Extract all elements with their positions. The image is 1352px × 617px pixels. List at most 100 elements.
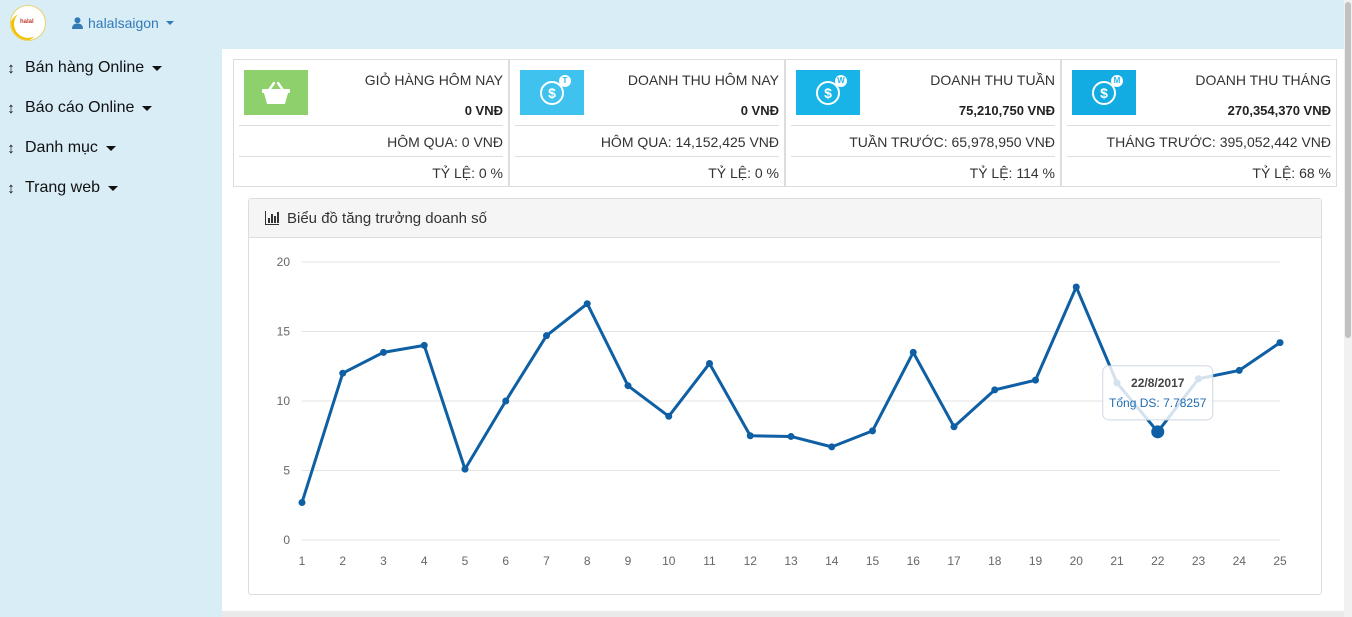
data-point — [1235, 366, 1243, 374]
vertical-resize-icon: ↕ — [7, 139, 15, 157]
y-tick-label: 15 — [277, 325, 291, 339]
data-point — [665, 412, 673, 420]
data-point — [787, 432, 795, 440]
stat-previous: HÔM QUA: 14,152,425 VNĐ — [600, 134, 779, 150]
stat-card-revenue-today: $ T DOANH THU HÔM NAY 0 VNĐ HÔM QUA: 14,1… — [509, 59, 785, 187]
stat-title: DOANH THU HÔM NAY — [627, 72, 779, 88]
stat-icon-box: $ W — [796, 70, 860, 115]
sales-chart-panel: Biểu đồ tăng trưởng doanh số 0 5 10 15 20 1 2 3… — [248, 198, 1322, 595]
x-tick-label: 1 — [299, 554, 306, 568]
x-tick-label: 13 — [784, 554, 798, 568]
chart-tooltip — [1102, 365, 1214, 421]
x-tick-label: 9 — [625, 554, 632, 568]
x-tick-label: 10 — [662, 554, 676, 568]
x-tick-label: 22 — [1151, 554, 1165, 568]
stat-card-revenue-month: $ M DOANH THU THÁNG 270,354,370 VNĐ THÁNG… — [1061, 59, 1337, 187]
logo[interactable]: halal — [10, 5, 46, 41]
data-point — [543, 332, 550, 340]
stat-title: DOANH THU THÁNG — [1195, 72, 1331, 88]
stat-previous: THÁNG TRƯỚC: 395,052,442 VNĐ — [1106, 134, 1331, 150]
stat-icon-box: $ T — [520, 70, 584, 115]
sidebar-item-ban-hang-online[interactable]: ↕ Bán hàng Online — [6, 59, 163, 77]
sidebar-item-bao-cao-online[interactable]: ↕ Báo cáo Online — [6, 99, 153, 117]
data-point — [420, 341, 428, 349]
data-point — [1276, 339, 1284, 347]
stat-card-revenue-week: $ W DOANH THU TUẦN 75,210,750 VNĐ TUẦN TR… — [785, 59, 1061, 187]
stat-icon-box — [244, 70, 308, 115]
stat-ratio: TỶ LỆ: 68 % — [1252, 165, 1331, 181]
stat-value: 75,210,750 VNĐ — [958, 103, 1055, 118]
x-tick-label: 6 — [502, 554, 509, 568]
username: halalsaigon — [88, 15, 159, 31]
y-tick-label: 5 — [283, 464, 290, 478]
data-point — [298, 498, 306, 506]
sidebar-item-label: Báo cáo Online — [25, 99, 135, 116]
chevron-down-icon — [142, 105, 153, 111]
x-tick-label: 8 — [584, 554, 591, 568]
x-tick-label: 24 — [1233, 554, 1247, 568]
x-tick-label: 5 — [462, 554, 469, 568]
stats-row: GIỎ HÀNG HÔM NAY 0 VNĐ HÔM QUA: 0 VNĐ TỶ… — [233, 59, 1337, 187]
basket-icon — [262, 81, 290, 104]
user-menu[interactable]: halalsaigon — [72, 15, 174, 31]
vertical-resize-icon: ↕ — [7, 99, 15, 117]
data-point — [746, 432, 754, 440]
data-point — [869, 427, 876, 435]
data-point — [624, 382, 632, 390]
x-tick-label: 23 — [1192, 554, 1206, 568]
stat-ratio: TỶ LỆ: 0 % — [432, 165, 503, 181]
data-point — [828, 443, 836, 451]
x-tick-label: 14 — [825, 554, 839, 568]
dollar-coin-icon: $ M — [1092, 74, 1123, 105]
sidebar-item-label: Bán hàng Online — [25, 59, 145, 76]
data-point — [909, 348, 917, 356]
tooltip-title: 22/8/2017 — [1131, 376, 1185, 390]
stat-value: 0 VNĐ — [740, 103, 779, 118]
sidebar-item-danh-muc[interactable]: ↕ Danh mục — [6, 139, 116, 157]
x-tick-label: 12 — [744, 554, 758, 568]
data-point — [380, 348, 387, 356]
data-point — [339, 369, 347, 377]
data-point — [1032, 376, 1039, 384]
dollar-coin-icon: $ W — [816, 74, 847, 105]
x-tick-label: 17 — [947, 554, 961, 568]
stat-value: 0 VNĐ — [464, 103, 503, 118]
panel-heading: Biểu đồ tăng trưởng doanh số — [249, 199, 1321, 238]
scrollbar-thumb[interactable] — [1345, 2, 1351, 338]
x-tick-label: 4 — [421, 554, 428, 568]
data-point — [461, 465, 469, 473]
data-point — [502, 397, 510, 405]
scrollbar[interactable] — [1344, 0, 1352, 617]
chevron-down-icon — [108, 185, 118, 191]
x-tick-label: 7 — [543, 554, 550, 568]
stat-icon-box: $ M — [1072, 70, 1136, 115]
sidebar-item-label: Danh mục — [25, 139, 98, 156]
x-tick-label: 21 — [1110, 554, 1124, 568]
x-tick-label: 25 — [1273, 554, 1287, 568]
x-tick-label: 20 — [1070, 554, 1084, 568]
x-tick-label: 15 — [866, 554, 880, 568]
x-tick-label: 3 — [380, 554, 387, 568]
sidebar-item-trang-web[interactable]: ↕ Trang web — [6, 179, 118, 197]
y-tick-label: 10 — [277, 394, 291, 408]
stat-previous: TUẦN TRƯỚC: 65,978,950 VNĐ — [849, 134, 1055, 150]
tooltip-value: Tổng DS: 7.78257 — [1109, 396, 1207, 410]
y-tick-label: 20 — [277, 255, 291, 269]
data-point — [991, 386, 999, 394]
x-tick-label: 11 — [703, 554, 716, 568]
sidebar-item-label: Trang web — [25, 179, 100, 196]
x-tick-label: 18 — [988, 554, 1002, 568]
data-point — [1072, 283, 1080, 291]
data-point — [1151, 425, 1165, 439]
dollar-coin-icon: $ T — [540, 74, 571, 105]
stat-value: 270,354,370 VNĐ — [1227, 103, 1331, 118]
sidebar: ↕ Bán hàng Online ↕ Báo cáo Online ↕ Dan… — [0, 49, 222, 617]
data-point — [706, 359, 713, 367]
vertical-resize-icon: ↕ — [7, 59, 15, 77]
top-navbar: halal halalsaigon — [0, 0, 1344, 49]
chevron-down-icon — [152, 65, 163, 71]
stat-card-cart-today: GIỎ HÀNG HÔM NAY 0 VNĐ HÔM QUA: 0 VNĐ TỶ… — [233, 59, 509, 187]
chevron-down-icon — [165, 21, 174, 25]
data-point — [950, 423, 958, 431]
